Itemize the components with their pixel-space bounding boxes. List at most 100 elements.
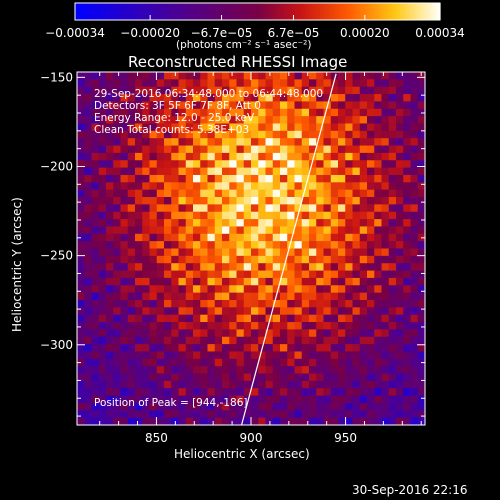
heatmap-cell: [120, 292, 129, 301]
heatmap-cell: [374, 197, 383, 205]
heatmap-cell: [84, 402, 93, 411]
heatmap-cell: [77, 130, 85, 139]
heatmap-cell: [287, 152, 296, 161]
heatmap-cell: [396, 351, 404, 360]
heatmap-cell: [243, 307, 252, 316]
heatmap-cell: [309, 314, 317, 323]
heatmap-cell: [367, 270, 375, 279]
heatmap-cell: [84, 189, 93, 198]
heatmap-cell: [359, 351, 368, 360]
colorbar-swatch: [90, 3, 94, 20]
heatmap-cell: [287, 270, 296, 279]
heatmap-cell: [287, 329, 296, 338]
heatmap-cell: [301, 336, 310, 345]
heatmap-cell: [222, 167, 230, 176]
heatmap-cell: [316, 373, 325, 382]
heatmap-cell: [193, 197, 201, 205]
colorbar-swatch: [265, 3, 269, 20]
heatmap-cell: [200, 270, 209, 279]
heatmap-cell: [127, 167, 136, 176]
heatmap-cell: [272, 336, 281, 345]
heatmap-cell: [396, 329, 404, 338]
colorbar-swatch: [135, 3, 139, 20]
heatmap-cell: [156, 152, 165, 161]
colorbar-swatch: [212, 3, 216, 20]
colorbar-swatch: [170, 3, 174, 20]
colorbar-swatch: [110, 3, 114, 20]
heatmap-cell: [374, 285, 383, 294]
heatmap-cell: [120, 307, 129, 316]
heatmap-cell: [98, 314, 107, 323]
heatmap-cell: [171, 380, 180, 389]
heatmap-cell: [178, 79, 187, 88]
heatmap-cell: [272, 219, 281, 228]
heatmap-cell: [171, 255, 180, 264]
heatmap-cell: [251, 204, 259, 213]
colorbar-swatch: [182, 3, 186, 20]
annotation-peak: Position of Peak = [944,-186]: [94, 397, 248, 409]
heatmap-cell: [214, 108, 223, 117]
heatmap-cell: [243, 101, 252, 110]
heatmap-cell: [410, 255, 419, 264]
heatmap-cell: [207, 138, 216, 147]
heatmap-cell: [142, 373, 151, 382]
heatmap-cell: [200, 226, 209, 235]
heatmap-cell: [258, 358, 267, 367]
heatmap-cell: [359, 138, 368, 147]
heatmap-cell: [316, 204, 325, 213]
colorbar-swatch: [252, 3, 256, 20]
heatmap-cell: [171, 388, 180, 397]
heatmap-cell: [345, 116, 354, 125]
heatmap-cell: [127, 292, 136, 301]
heatmap-cell: [258, 174, 267, 183]
heatmap-cell: [323, 263, 332, 272]
heatmap-cell: [178, 402, 187, 411]
heatmap-cell: [258, 322, 267, 330]
heatmap-cell: [381, 152, 390, 161]
heatmap-cell: [330, 373, 339, 382]
heatmap-cell: [185, 358, 194, 367]
colorbar-swatch: [100, 3, 104, 20]
heatmap-cell: [229, 138, 238, 147]
heatmap-cell: [84, 138, 93, 147]
heatmap-cell: [149, 292, 158, 301]
heatmap-cell: [316, 241, 325, 250]
heatmap-cell: [403, 101, 412, 110]
heatmap-cell: [309, 410, 317, 419]
heatmap-cell: [396, 358, 404, 367]
heatmap-cell: [359, 86, 368, 95]
heatmap-cell: [91, 299, 100, 308]
heatmap-cell: [106, 182, 114, 191]
heatmap-cell: [178, 285, 187, 294]
heatmap-cell: [330, 241, 339, 250]
heatmap-cell: [120, 388, 129, 397]
heatmap-cell: [323, 277, 332, 286]
heatmap-cell: [381, 189, 390, 198]
heatmap-cell: [120, 395, 129, 404]
heatmap-cell: [287, 344, 296, 353]
heatmap-cell: [120, 152, 129, 161]
heatmap-cell: [106, 101, 114, 110]
heatmap-cell: [113, 410, 122, 419]
heatmap-cell: [403, 197, 412, 205]
heatmap-cell: [142, 410, 151, 419]
heatmap-cell: [396, 263, 404, 272]
colorbar-swatch: [217, 3, 221, 20]
heatmap-cell: [258, 241, 267, 250]
heatmap-cell: [243, 241, 252, 250]
heatmap-cell: [106, 307, 114, 316]
heatmap-cell: [98, 189, 107, 198]
heatmap-cell: [396, 307, 404, 316]
heatmap-cell: [367, 314, 375, 323]
heatmap-cell: [120, 174, 129, 183]
heatmap-cell: [294, 233, 303, 242]
heatmap-cell: [229, 395, 238, 404]
heatmap-cell: [352, 145, 361, 154]
heatmap-cell: [410, 402, 419, 411]
heatmap-cell: [135, 174, 143, 183]
heatmap-cell: [381, 314, 390, 323]
colorbar-swatch: [275, 3, 279, 20]
heatmap-cell: [417, 388, 426, 397]
heatmap-cell: [309, 226, 317, 235]
heatmap-cell: [352, 211, 361, 220]
